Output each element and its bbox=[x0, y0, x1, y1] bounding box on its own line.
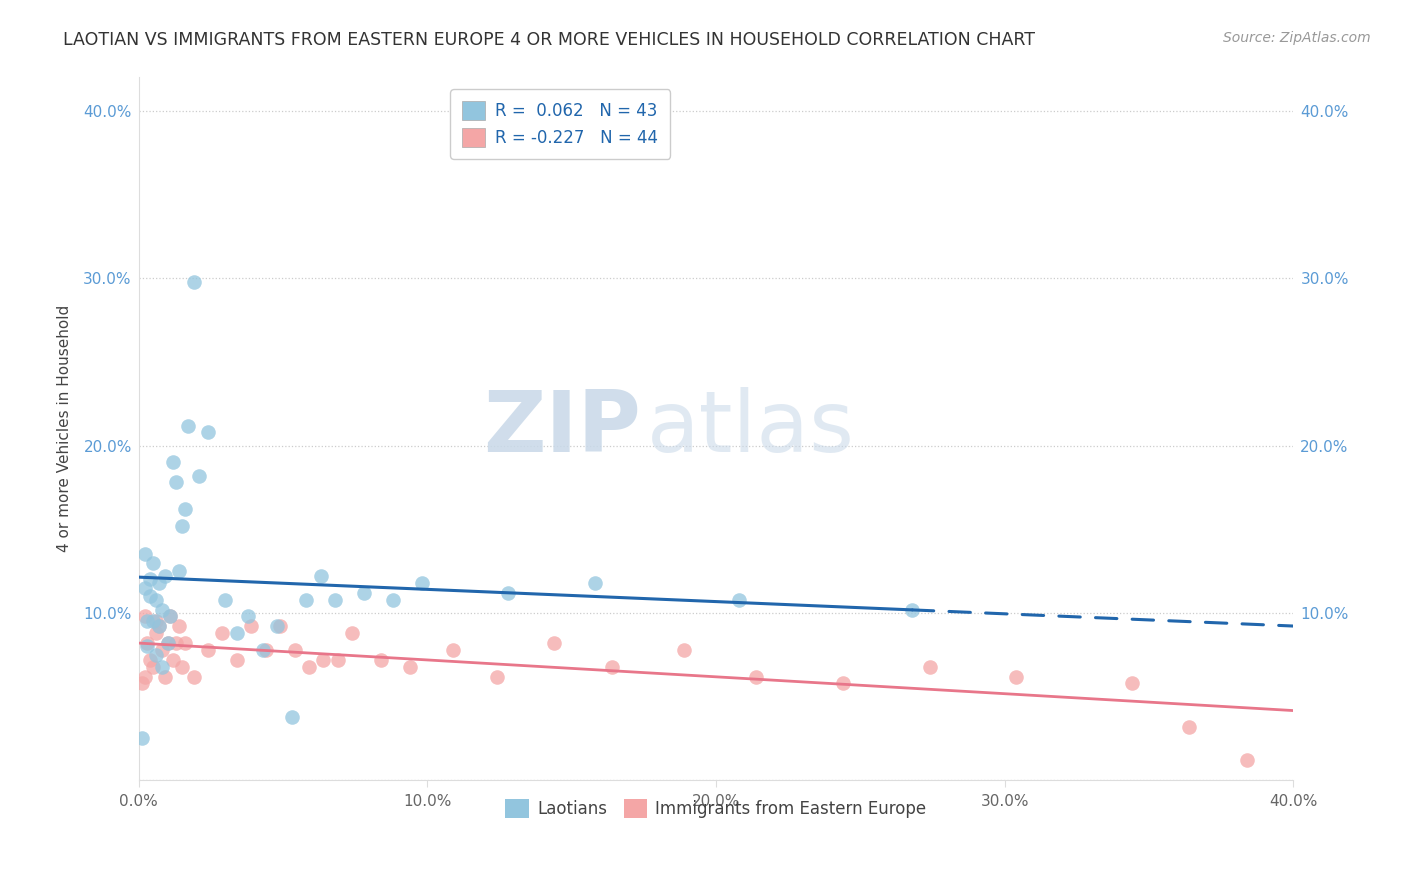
Point bbox=[145, 626, 167, 640]
Point bbox=[131, 676, 153, 690]
Point bbox=[901, 602, 924, 616]
Point bbox=[177, 418, 200, 433]
Point bbox=[136, 640, 159, 654]
Point bbox=[280, 709, 302, 723]
Point bbox=[162, 653, 184, 667]
Point bbox=[284, 642, 307, 657]
Point bbox=[411, 575, 433, 590]
Point bbox=[269, 619, 291, 633]
Point bbox=[441, 642, 464, 657]
Point bbox=[153, 569, 176, 583]
Point bbox=[183, 669, 205, 683]
Point bbox=[309, 569, 332, 583]
Point bbox=[266, 619, 288, 633]
Point bbox=[136, 615, 159, 629]
Point bbox=[353, 586, 375, 600]
Point bbox=[211, 626, 233, 640]
Point bbox=[174, 636, 197, 650]
Point bbox=[600, 659, 623, 673]
Point bbox=[134, 609, 156, 624]
Point bbox=[370, 653, 392, 667]
Point bbox=[399, 659, 422, 673]
Point bbox=[145, 592, 167, 607]
Point bbox=[150, 642, 173, 657]
Text: LAOTIAN VS IMMIGRANTS FROM EASTERN EUROPE 4 OR MORE VEHICLES IN HOUSEHOLD CORREL: LAOTIAN VS IMMIGRANTS FROM EASTERN EUROP… bbox=[63, 31, 1035, 49]
Point bbox=[159, 609, 181, 624]
Text: atlas: atlas bbox=[647, 387, 855, 470]
Point bbox=[165, 475, 187, 490]
Point bbox=[134, 669, 156, 683]
Point bbox=[145, 615, 167, 629]
Point bbox=[295, 592, 318, 607]
Point bbox=[323, 592, 346, 607]
Point bbox=[381, 592, 404, 607]
Point bbox=[165, 636, 187, 650]
Text: ZIP: ZIP bbox=[484, 387, 641, 470]
Point bbox=[170, 519, 193, 533]
Point bbox=[225, 626, 247, 640]
Point bbox=[139, 589, 162, 603]
Point bbox=[254, 642, 277, 657]
Point bbox=[142, 659, 165, 673]
Point bbox=[159, 609, 181, 624]
Point bbox=[142, 615, 165, 629]
Point bbox=[214, 592, 236, 607]
Point bbox=[543, 636, 565, 650]
Point bbox=[142, 556, 165, 570]
Point bbox=[1178, 720, 1201, 734]
Point bbox=[1005, 669, 1028, 683]
Point bbox=[148, 619, 170, 633]
Point bbox=[162, 455, 184, 469]
Point bbox=[134, 581, 156, 595]
Text: Source: ZipAtlas.com: Source: ZipAtlas.com bbox=[1223, 31, 1371, 45]
Point bbox=[197, 642, 219, 657]
Point bbox=[150, 602, 173, 616]
Point bbox=[156, 636, 179, 650]
Point bbox=[832, 676, 855, 690]
Point bbox=[342, 626, 364, 640]
Point bbox=[673, 642, 696, 657]
Point bbox=[326, 653, 349, 667]
Point bbox=[240, 619, 263, 633]
Point bbox=[918, 659, 941, 673]
Point bbox=[183, 275, 205, 289]
Point bbox=[153, 669, 176, 683]
Point bbox=[131, 731, 153, 746]
Point bbox=[134, 548, 156, 562]
Point bbox=[745, 669, 768, 683]
Point bbox=[225, 653, 247, 667]
Point bbox=[167, 564, 190, 578]
Legend: Laotians, Immigrants from Eastern Europe: Laotians, Immigrants from Eastern Europe bbox=[499, 792, 934, 825]
Point bbox=[188, 468, 211, 483]
Point bbox=[485, 669, 508, 683]
Point bbox=[170, 659, 193, 673]
Point bbox=[1236, 753, 1258, 767]
Point bbox=[150, 659, 173, 673]
Point bbox=[156, 636, 179, 650]
Point bbox=[298, 659, 321, 673]
Point bbox=[139, 653, 162, 667]
Point bbox=[139, 573, 162, 587]
Point bbox=[148, 575, 170, 590]
Point bbox=[148, 619, 170, 633]
Point bbox=[728, 592, 751, 607]
Point bbox=[197, 425, 219, 440]
Point bbox=[496, 586, 519, 600]
Point bbox=[167, 619, 190, 633]
Point bbox=[312, 653, 335, 667]
Point bbox=[1121, 676, 1143, 690]
Point bbox=[136, 636, 159, 650]
Point bbox=[174, 502, 197, 516]
Point bbox=[252, 642, 274, 657]
Point bbox=[583, 575, 606, 590]
Point bbox=[238, 609, 260, 624]
Point bbox=[145, 648, 167, 662]
Y-axis label: 4 or more Vehicles in Household: 4 or more Vehicles in Household bbox=[58, 305, 72, 552]
